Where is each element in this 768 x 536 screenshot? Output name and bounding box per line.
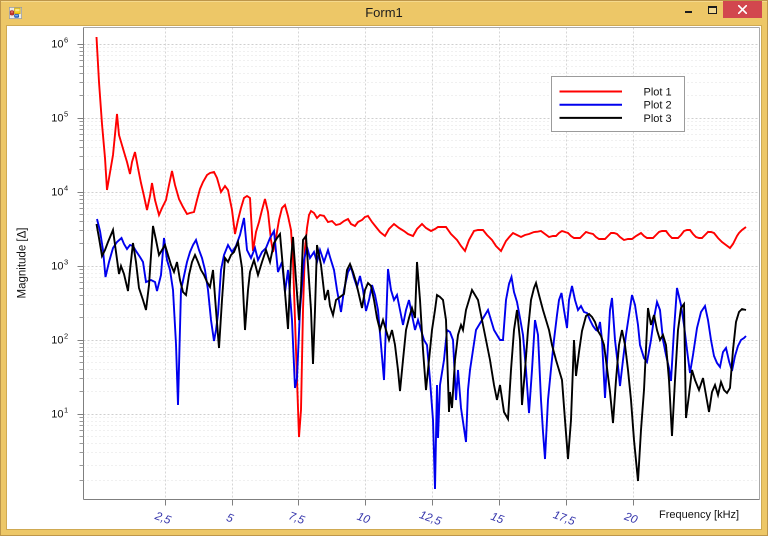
svg-text:17,5: 17,5 bbox=[551, 509, 577, 528]
svg-text:7,5: 7,5 bbox=[287, 510, 307, 527]
svg-text:2: 2 bbox=[64, 332, 68, 341]
svg-text:10: 10 bbox=[51, 409, 63, 421]
svg-text:10: 10 bbox=[51, 113, 63, 125]
svg-text:12,5: 12,5 bbox=[418, 509, 444, 528]
svg-text:Frequency [kHz]: Frequency [kHz] bbox=[659, 509, 739, 521]
svg-text:10: 10 bbox=[51, 261, 63, 273]
svg-text:Plot 2: Plot 2 bbox=[644, 100, 672, 112]
svg-text:15: 15 bbox=[489, 511, 506, 527]
svg-text:2,5: 2,5 bbox=[152, 510, 173, 527]
svg-text:Magnitude [Δ]: Magnitude [Δ] bbox=[17, 228, 29, 299]
svg-text:10: 10 bbox=[51, 39, 63, 51]
svg-text:10: 10 bbox=[51, 187, 63, 199]
svg-text:5: 5 bbox=[64, 110, 68, 119]
svg-text:10: 10 bbox=[51, 335, 63, 347]
svg-text:6: 6 bbox=[64, 36, 68, 45]
svg-text:10: 10 bbox=[355, 511, 372, 527]
svg-text:Plot 3: Plot 3 bbox=[644, 113, 672, 125]
svg-text:20: 20 bbox=[622, 511, 640, 527]
svg-text:5: 5 bbox=[225, 512, 236, 526]
svg-text:1: 1 bbox=[64, 406, 68, 415]
svg-text:Plot 1: Plot 1 bbox=[644, 87, 672, 99]
svg-text:3: 3 bbox=[64, 258, 68, 267]
svg-text:4: 4 bbox=[64, 184, 68, 193]
